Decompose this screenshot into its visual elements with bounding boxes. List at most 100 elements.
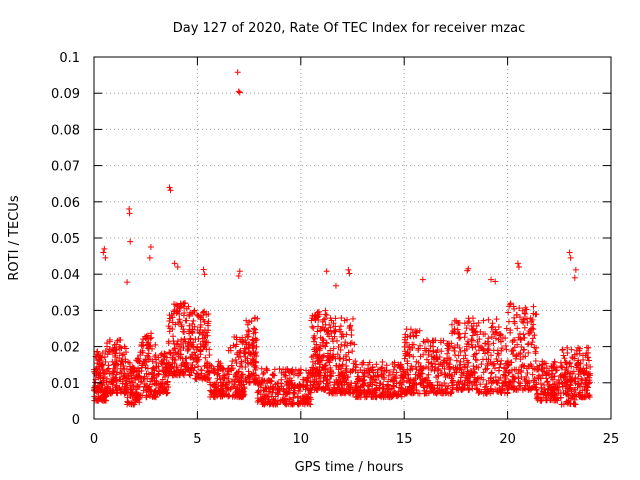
data-point bbox=[562, 359, 569, 366]
data-point bbox=[242, 357, 249, 364]
data-point bbox=[457, 334, 464, 341]
data-point bbox=[563, 398, 570, 405]
data-point bbox=[181, 300, 188, 307]
data-point bbox=[443, 359, 450, 366]
data-point bbox=[141, 383, 148, 390]
data-point bbox=[421, 345, 428, 352]
data-point bbox=[327, 372, 334, 379]
data-point bbox=[190, 367, 197, 374]
data-point bbox=[177, 372, 184, 379]
data-point bbox=[380, 374, 387, 381]
data-point bbox=[280, 397, 287, 404]
data-point bbox=[310, 381, 317, 388]
data-point bbox=[252, 349, 259, 356]
data-point bbox=[510, 337, 517, 344]
data-point bbox=[202, 354, 209, 361]
data-point bbox=[215, 358, 222, 365]
data-point bbox=[337, 346, 344, 353]
data-point bbox=[204, 376, 211, 383]
data-point bbox=[332, 328, 339, 335]
data-point bbox=[428, 360, 435, 367]
data-point bbox=[495, 367, 502, 374]
data-point bbox=[204, 320, 211, 327]
data-point bbox=[576, 345, 583, 352]
data-point bbox=[201, 334, 208, 341]
data-point bbox=[324, 377, 331, 384]
data-point bbox=[180, 345, 187, 352]
data-point bbox=[423, 382, 430, 389]
data-point bbox=[510, 373, 517, 380]
data-point bbox=[335, 377, 342, 384]
data-point bbox=[521, 334, 528, 341]
data-point bbox=[214, 363, 221, 370]
data-point bbox=[327, 379, 334, 386]
data-point bbox=[541, 386, 548, 393]
data-point bbox=[553, 386, 560, 393]
data-point bbox=[473, 379, 480, 386]
data-point bbox=[161, 374, 168, 381]
data-point bbox=[185, 346, 192, 353]
data-point bbox=[428, 366, 435, 373]
data-point bbox=[252, 329, 259, 336]
data-point bbox=[191, 355, 198, 362]
data-point bbox=[341, 342, 348, 349]
data-point bbox=[448, 340, 455, 347]
data-point bbox=[503, 325, 510, 332]
data-point bbox=[507, 329, 514, 336]
data-point bbox=[113, 383, 120, 390]
data-point bbox=[105, 365, 112, 372]
data-point bbox=[189, 321, 196, 328]
data-point bbox=[186, 371, 193, 378]
data-point bbox=[153, 372, 160, 379]
data-point bbox=[534, 366, 541, 373]
data-point bbox=[524, 341, 531, 348]
data-point bbox=[175, 367, 182, 374]
data-point bbox=[348, 332, 355, 339]
data-point bbox=[360, 376, 367, 383]
data-point bbox=[437, 360, 444, 367]
data-point bbox=[448, 321, 455, 328]
data-point bbox=[196, 330, 203, 337]
data-point bbox=[461, 320, 468, 327]
data-point bbox=[225, 347, 232, 354]
data-point bbox=[346, 325, 353, 332]
data-point bbox=[480, 376, 487, 383]
data-point bbox=[380, 393, 387, 400]
x-axis-label: GPS time / hours bbox=[295, 460, 404, 475]
data-point bbox=[297, 383, 304, 390]
data-point bbox=[149, 345, 156, 352]
data-point bbox=[383, 362, 390, 369]
data-point bbox=[124, 398, 131, 405]
data-point bbox=[527, 315, 534, 322]
data-point bbox=[188, 353, 195, 360]
data-point bbox=[118, 357, 125, 364]
data-point bbox=[397, 385, 404, 392]
data-point bbox=[434, 372, 441, 379]
data-point bbox=[213, 390, 220, 397]
data-point bbox=[502, 343, 509, 350]
data-point bbox=[258, 378, 265, 385]
data-point bbox=[520, 331, 527, 338]
data-point bbox=[416, 390, 423, 397]
data-point bbox=[401, 343, 408, 350]
data-point bbox=[334, 390, 341, 397]
data-point bbox=[296, 400, 303, 407]
data-point bbox=[476, 388, 483, 395]
data-point bbox=[404, 366, 411, 373]
data-point bbox=[148, 369, 155, 376]
data-point bbox=[186, 326, 193, 333]
data-point bbox=[425, 351, 432, 358]
data-point bbox=[136, 358, 143, 365]
data-point bbox=[560, 352, 567, 359]
data-point bbox=[511, 314, 518, 321]
data-point bbox=[505, 309, 512, 316]
data-point bbox=[216, 372, 223, 379]
data-point bbox=[162, 387, 169, 394]
data-point bbox=[457, 348, 464, 355]
data-point bbox=[484, 338, 491, 345]
data-point bbox=[440, 359, 447, 366]
data-point bbox=[228, 366, 235, 373]
data-point bbox=[225, 375, 232, 382]
data-point bbox=[407, 389, 414, 396]
data-point bbox=[321, 372, 328, 379]
